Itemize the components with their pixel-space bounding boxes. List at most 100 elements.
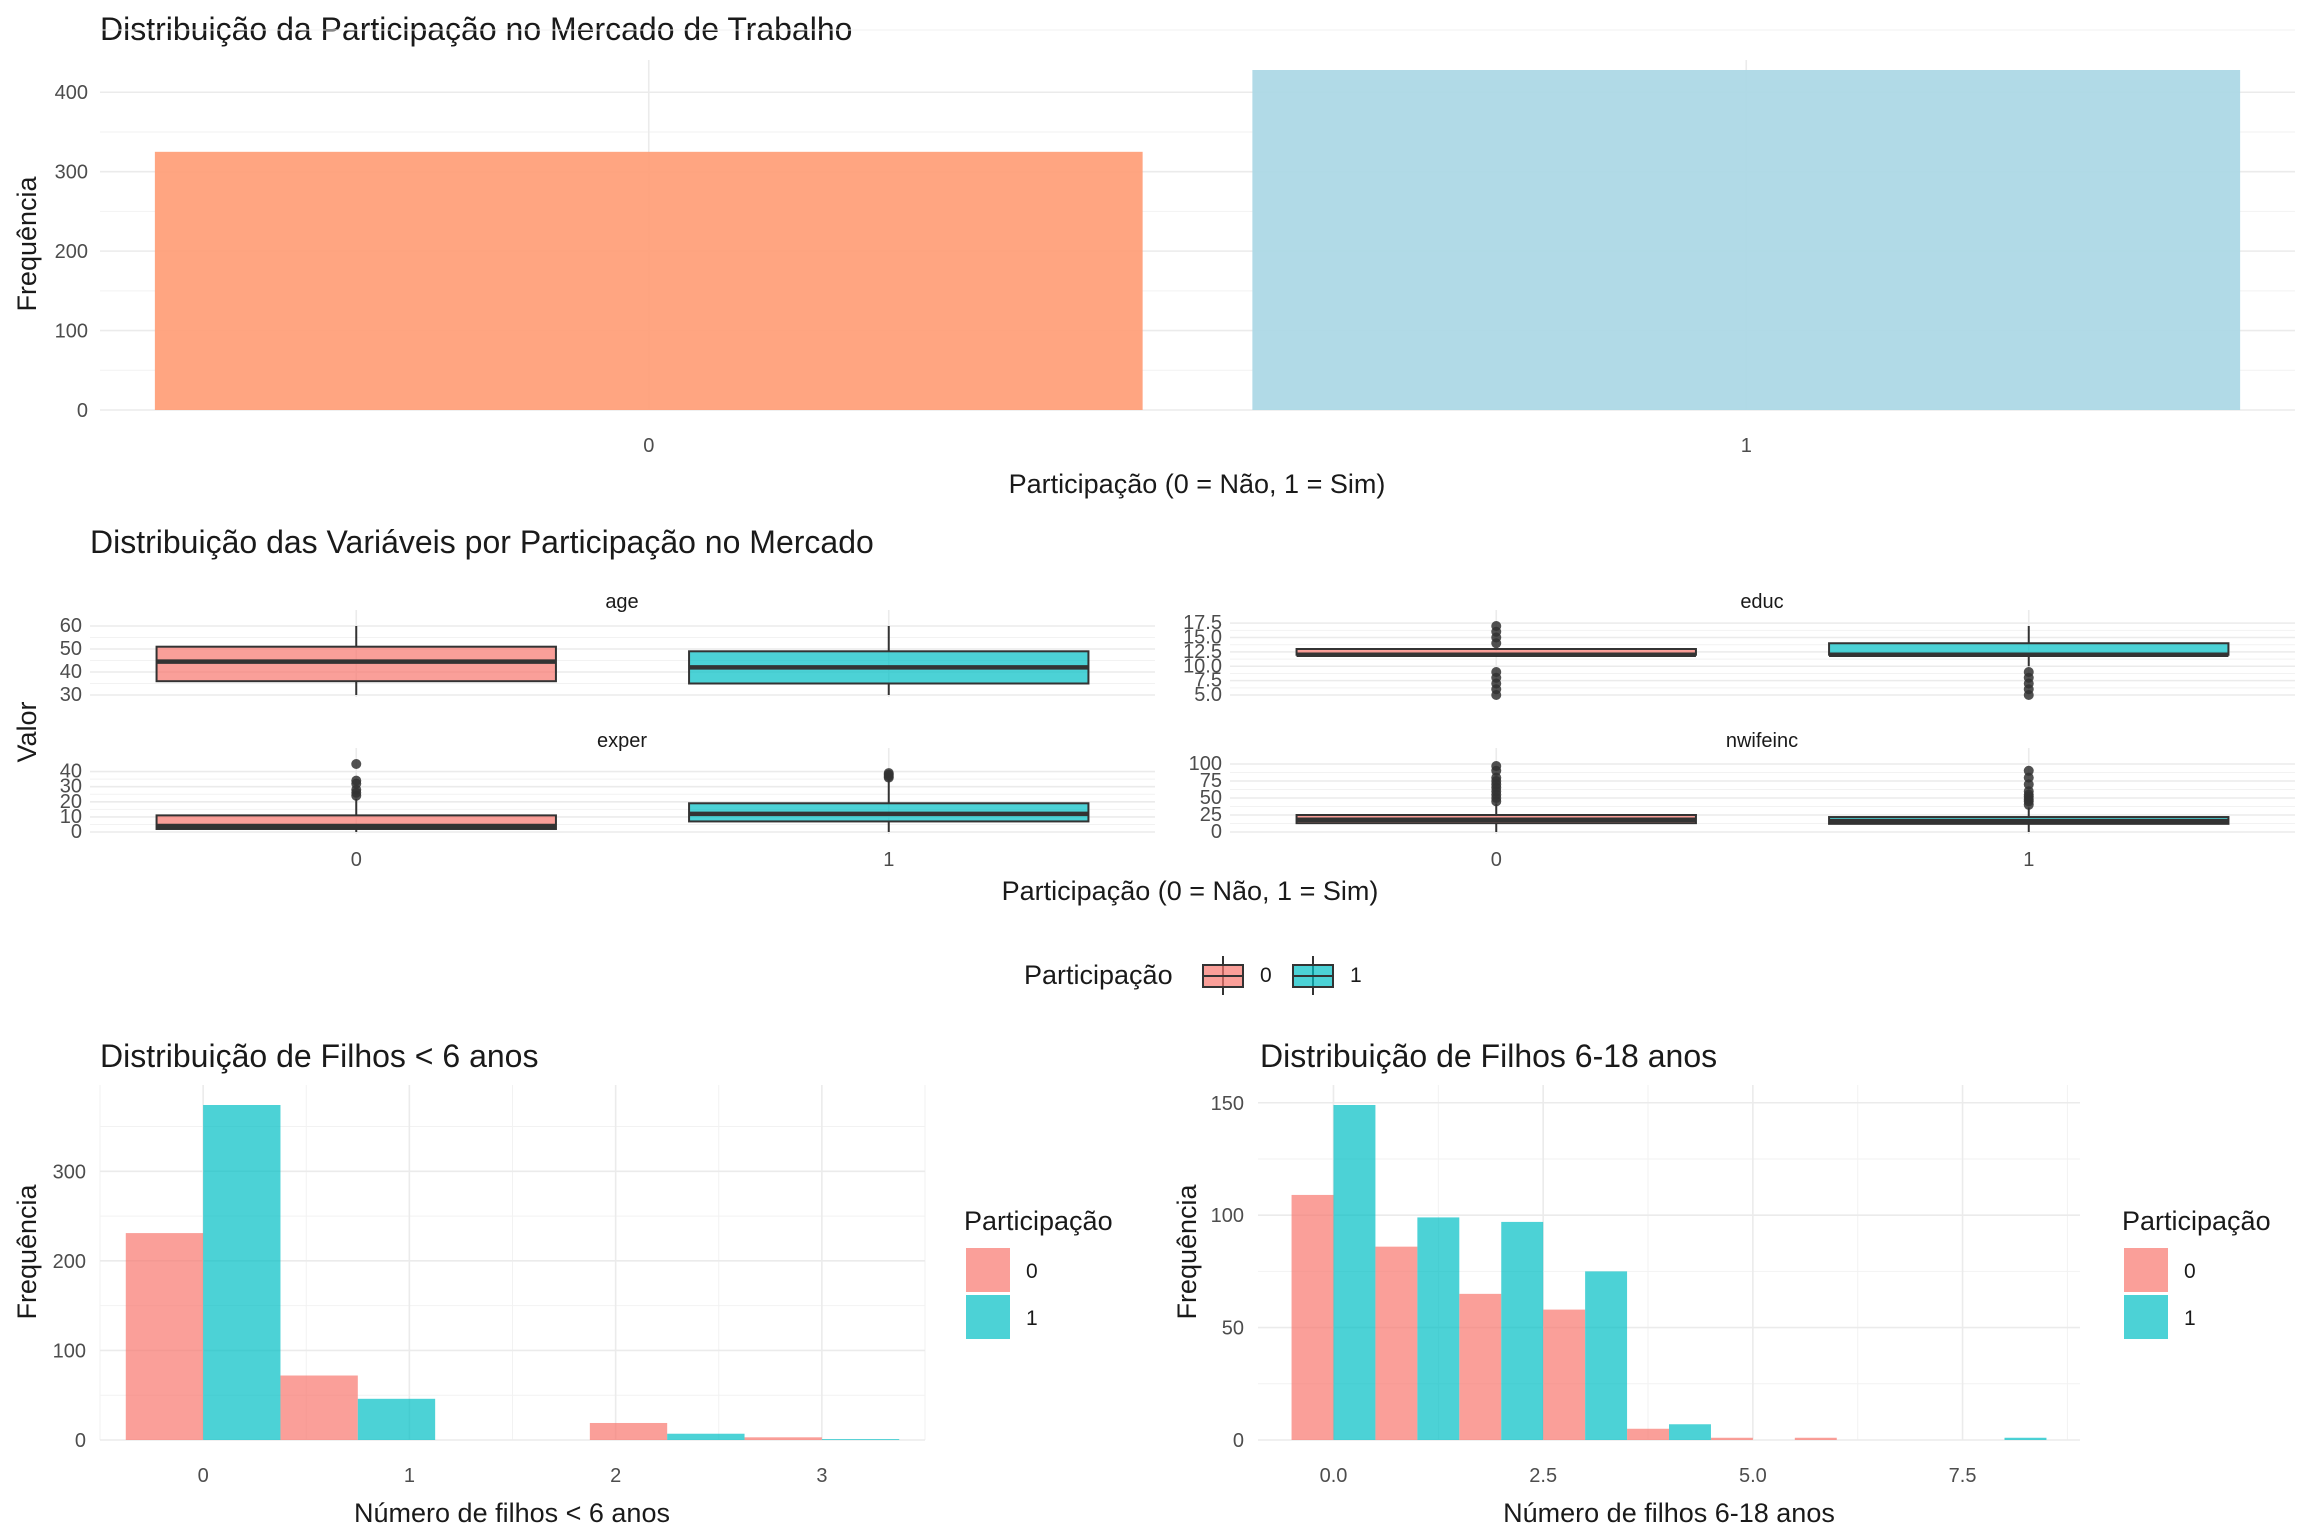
hist2-bar-0-bin-6: [1794, 1437, 1837, 1440]
hist1-x-tick-label: 0: [198, 1465, 209, 1487]
bar-y-tick-label: 0: [77, 400, 88, 422]
box-outlier-exper-1: [883, 768, 894, 779]
hist2-x-tick-label: 5.0: [1739, 1465, 1767, 1487]
box-y-tick-label-exper: 20: [60, 791, 82, 813]
hist2-bar-1-bin-2: [1501, 1221, 1544, 1440]
bar-y-tick-label: 400: [55, 82, 88, 104]
hist1-xlabel: Número de filhos < 6 anos: [354, 1498, 670, 1528]
box-y-tick-label-exper: 40: [60, 761, 82, 783]
box-y-tick-label-educ: 12.5: [1183, 641, 1222, 663]
hist1-legend-label-0: 0: [1026, 1260, 1038, 1283]
bar-y-tick-label: 100: [55, 321, 88, 343]
box-y-tick-label-educ: 5.0: [1194, 684, 1222, 706]
hist2-xlabel: Número de filhos 6-18 anos: [1503, 1498, 1835, 1528]
hist2-bar-0-bin-5: [1710, 1437, 1753, 1440]
box-outlier-exper-0: [351, 759, 362, 769]
box-outlier-nwifeinc-1: [2023, 765, 2034, 776]
hist2-bar-1-bin-0: [1333, 1105, 1376, 1440]
hist2-bar-1-bin-1: [1417, 1217, 1460, 1440]
strip-label-exper: exper: [597, 730, 647, 752]
box-y-tick-label-exper: 0: [71, 821, 82, 843]
hist1-x-tick-label: 1: [404, 1465, 415, 1487]
box-y-tick-label-nwifeinc: 0: [1211, 821, 1222, 843]
hist1-legend-key-1: [966, 1295, 1010, 1339]
bar-y-tick-label: 300: [55, 162, 88, 184]
hist2-ylabel: Frequência: [1172, 1183, 1202, 1319]
hist2-y-tick-label: 100: [1211, 1205, 1244, 1227]
hist2-title: Distribuição de Filhos 6-18 anos: [1260, 1038, 1717, 1074]
hist1-y-tick-label: 0: [75, 1430, 86, 1452]
box-x-tick-label: 0: [351, 849, 362, 871]
box-x-tick-label: 1: [883, 849, 894, 871]
hist1-legend-label-1: 1: [1026, 1307, 1038, 1330]
boxplot-title: Distribuição das Variáveis por Participa…: [90, 524, 874, 560]
hist1-bar-0-bin-0: [125, 1233, 204, 1440]
hist2-legend-title: Participação: [2122, 1206, 2271, 1236]
hist1-bar-1-bin-3: [667, 1433, 745, 1440]
hist2-legend-label-0: 0: [2184, 1260, 2196, 1283]
box-y-tick-label-nwifeinc: 75: [1200, 770, 1222, 792]
hist2-x-tick-label: 7.5: [1949, 1465, 1977, 1487]
strip-label-educ: educ: [1740, 591, 1783, 613]
hist2-bar-0-bin-0: [1291, 1194, 1334, 1440]
hist1-y-tick-label: 100: [53, 1340, 86, 1362]
box-y-tick-label-educ: 17.5: [1183, 612, 1222, 634]
hist2-bar-0-bin-1: [1375, 1246, 1418, 1440]
hist1-bar-1-bin-4: [821, 1439, 900, 1440]
hist2-bar-0-bin-3: [1543, 1309, 1586, 1440]
box-age-0: [155, 645, 557, 683]
hist2-y-tick-label: 150: [1211, 1093, 1244, 1115]
box-outlier-educ-0: [1491, 667, 1502, 677]
hist1-bar-1-bin-0: [203, 1105, 281, 1440]
box-outlier-nwifeinc-0: [1491, 761, 1502, 772]
box-y-tick-label-age: 60: [60, 615, 82, 637]
hist1-y-tick-label: 300: [53, 1161, 86, 1183]
hist2-y-tick-label: 0: [1233, 1430, 1244, 1452]
hist1-bar-0-bin-3: [589, 1422, 668, 1440]
box-y-tick-label-nwifeinc: 25: [1200, 804, 1222, 826]
hist2-legend-label-1: 1: [2184, 1307, 2196, 1330]
box-outlier-exper-0: [351, 775, 362, 786]
bar-chart-ylabel: Frequência: [12, 175, 42, 311]
strip-label-age: age: [605, 591, 638, 613]
box-y-tick-label-educ: 15.0: [1183, 627, 1222, 649]
hist2-bar-1-bin-8: [2004, 1437, 2047, 1440]
bar-1: [1252, 70, 2241, 410]
hist1-x-tick-label: 3: [816, 1465, 827, 1487]
hist2-y-tick-label: 50: [1222, 1318, 1244, 1340]
box-y-tick-label-educ: 7.5: [1194, 670, 1222, 692]
hist1-x-tick-label: 2: [610, 1465, 621, 1487]
box-y-tick-label-age: 50: [60, 638, 82, 660]
hist2-bar-0-bin-2: [1459, 1293, 1502, 1440]
boxplot-legend-title: Participação: [1024, 960, 1173, 990]
box-outlier-educ-0: [1491, 621, 1502, 631]
boxplot-ylabel: Valor: [12, 701, 42, 762]
hist1-legend-key-0: [966, 1248, 1010, 1292]
bar-x-tick-label: 0: [643, 435, 654, 457]
hist2-x-tick-label: 0.0: [1320, 1465, 1348, 1487]
hist1-bar-1-bin-1: [357, 1398, 436, 1440]
box-x-tick-label: 1: [2023, 849, 2034, 871]
hist1-title: Distribuição de Filhos < 6 anos: [100, 1038, 538, 1074]
bar-chart-xlabel: Participação (0 = Não, 1 = Sim): [1009, 469, 1386, 499]
box-y-tick-label-age: 40: [60, 661, 82, 683]
boxplot-xlabel: Participação (0 = Não, 1 = Sim): [1002, 876, 1379, 906]
hist1-legend-title: Participação: [964, 1206, 1113, 1236]
bar-x-tick-label: 1: [1741, 435, 1752, 457]
box-y-tick-label-exper: 30: [60, 776, 82, 798]
hist1-y-tick-label: 200: [53, 1251, 86, 1273]
box-x-tick-label: 0: [1491, 849, 1502, 871]
hist2-legend-key-0: [2124, 1248, 2168, 1292]
strip-label-nwifeinc: nwifeinc: [1726, 730, 1798, 752]
hist1-bar-0-bin-4: [744, 1437, 822, 1440]
bar-y-tick-label: 200: [55, 241, 88, 263]
box-outlier-educ-1: [2023, 667, 2034, 677]
box-y-tick-label-nwifeinc: 100: [1189, 753, 1222, 775]
boxplot-legend-label-0: 0: [1260, 964, 1272, 987]
hist2-bar-1-bin-4: [1669, 1424, 1711, 1440]
boxplot-legend-label-1: 1: [1350, 964, 1362, 987]
bar-chart-title: Distribuição da Participação no Mercado …: [100, 11, 852, 47]
box-y-tick-label-educ: 10.0: [1183, 655, 1222, 677]
